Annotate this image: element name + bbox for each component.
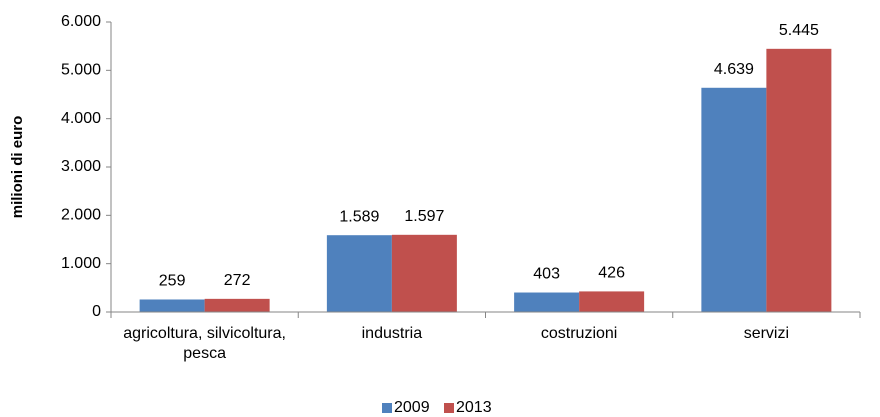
y-tick-label: 4.000 [61,110,101,127]
bar [701,87,767,312]
value-label: 259 [159,273,186,290]
bar [139,299,205,312]
y-tick-label: 6.000 [61,13,101,30]
value-label: 426 [598,265,625,282]
bar [514,292,580,312]
x-tick-label: servizi [743,325,790,342]
bar [391,234,457,312]
bar [579,291,645,312]
legend-swatch [444,403,454,413]
legend-label: 2009 [394,399,430,416]
x-tick-label: costruzioni [540,325,618,342]
y-tick-label: 2.000 [61,207,101,224]
legend-label: 2013 [456,399,492,416]
bar [766,48,832,312]
y-axis-label: milioni di euro [9,116,26,219]
value-label: 1.589 [339,208,379,225]
value-label: 403 [533,266,560,283]
bar [326,235,392,312]
bar [204,298,270,312]
y-tick-label: 3.000 [61,158,101,175]
value-label: 272 [224,272,251,289]
value-label: 1.597 [404,208,444,225]
y-tick-label: 0 [92,303,101,320]
y-tick-label: 5.000 [61,62,101,79]
legend-swatch [382,403,392,413]
y-tick-label: 1.000 [61,255,101,272]
value-label: 4.639 [714,61,754,78]
x-tick-label: agricoltura, silvicoltura, pesca [123,325,286,362]
value-label: 5.445 [779,22,819,39]
x-tick-label: industria [361,325,423,342]
